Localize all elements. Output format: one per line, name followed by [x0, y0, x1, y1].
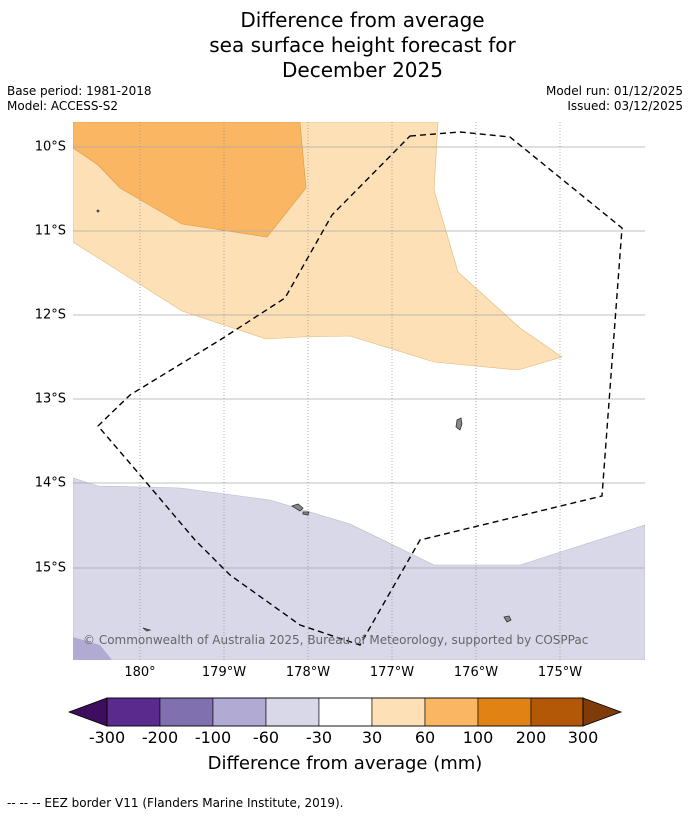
copyright-notice: © Commonwealth of Australia 2025, Bureau…	[83, 633, 589, 647]
colorbar-tick-9: 300	[567, 728, 599, 747]
island-1	[455, 417, 463, 431]
colorbar	[67, 697, 623, 727]
title-line-3: December 2025	[282, 58, 443, 82]
colorbar-seg-8	[477, 697, 532, 727]
islet-1	[96, 209, 100, 213]
lon-label-178w: 178°W	[285, 665, 331, 680]
colorbar-tick-5: 30	[361, 728, 383, 747]
anomaly-region-neg60-neg100	[73, 637, 112, 660]
colorbar-tick-7: 100	[462, 728, 494, 747]
anomaly-region-60-100	[73, 122, 307, 238]
colorbar-min-arrow	[67, 697, 108, 727]
colorbar-max-arrow	[582, 697, 623, 727]
lat-label-10s: 10°S	[34, 139, 66, 155]
colorbar-seg-7	[424, 697, 479, 727]
title-line-2: sea surface height forecast for	[209, 33, 516, 57]
lon-label-177w: 177°W	[369, 665, 415, 680]
eez-border	[97, 131, 623, 646]
lat-label-11s: 11°S	[34, 223, 66, 239]
issued-date: Issued: 03/12/2025	[567, 99, 683, 113]
eez-legend-note: -- -- -- EEZ border V11 (Flanders Marine…	[7, 796, 344, 810]
lat-label-13s: 13°S	[34, 391, 66, 407]
title-line-1: Difference from average	[240, 8, 485, 32]
lon-label-180: 180°	[124, 665, 156, 680]
model-run: Model run: 01/12/2025	[545, 84, 683, 98]
meta-left: Base period: 1981-2018 Model: ACCESS-S2	[7, 84, 152, 114]
colorbar-seg-5	[318, 697, 373, 727]
colorbar-tick-3: -60	[252, 728, 280, 747]
colorbar-tick-6: 60	[414, 728, 436, 747]
lat-label-14s: 14°S	[34, 475, 66, 491]
colorbar-seg-2	[159, 697, 214, 727]
colorbar-seg-1	[106, 697, 161, 727]
colorbar-tick-2: -100	[194, 728, 232, 747]
meta-right: Model run: 01/12/2025 Issued: 03/12/2025	[546, 84, 683, 114]
lon-label-179w: 179°W	[201, 665, 247, 680]
colorbar-seg-3	[212, 697, 267, 727]
lon-label-175w: 175°W	[537, 665, 583, 680]
colorbar-seg-6	[371, 697, 426, 727]
lat-label-12s: 12°S	[34, 307, 66, 323]
map-area	[73, 122, 645, 660]
island-3	[302, 511, 310, 516]
island-4	[503, 615, 512, 623]
lon-label-176w: 176°W	[453, 665, 499, 680]
colorbar-tick-8: 200	[515, 728, 547, 747]
chart-title: Difference from average sea surface heig…	[0, 8, 690, 83]
latitude-gridlines	[73, 146, 645, 569]
anomaly-region-neg30-neg60	[73, 477, 645, 660]
islands	[96, 209, 512, 632]
colorbar-tick-1: -200	[141, 728, 179, 747]
base-period: Base period: 1981-2018	[7, 84, 152, 98]
lat-label-15s: 15°S	[34, 560, 66, 576]
colorbar-outline	[106, 697, 584, 727]
model-name: Model: ACCESS-S2	[7, 99, 119, 113]
island-2	[291, 503, 304, 512]
colorbar-title: Difference from average (mm)	[207, 753, 483, 774]
colorbar-seg-9	[530, 697, 584, 727]
colorbar-tick-0: -300	[88, 728, 126, 747]
colorbar-seg-4	[265, 697, 320, 727]
colorbar-tick-4: -30	[305, 728, 333, 747]
island-5	[142, 627, 152, 632]
